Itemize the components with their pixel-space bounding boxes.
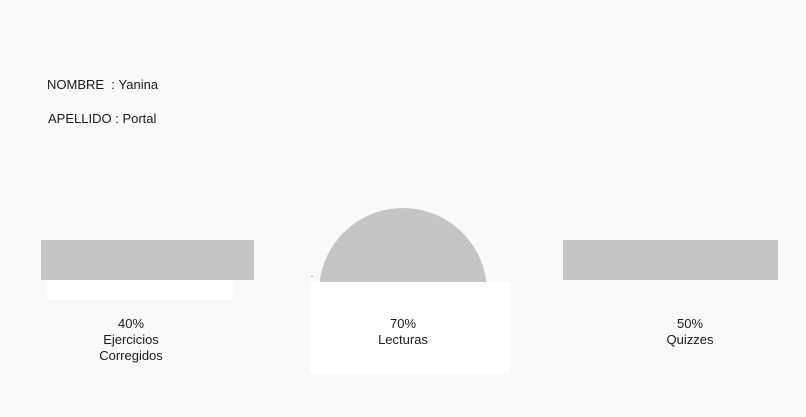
nombre-separator: : xyxy=(111,77,119,92)
nombre-label: NOMBRE xyxy=(47,77,112,92)
ejercicios-label-line2: Corregidos xyxy=(99,348,163,363)
ejercicios-percent: 40% xyxy=(117,316,145,331)
quizzes-stat: 50% Quizzes xyxy=(630,316,750,348)
ejercicios-stat: 40% Ejercicios Corregidos xyxy=(71,316,191,364)
apellido-separator: : xyxy=(115,111,123,126)
nombre-value: Yanina xyxy=(118,77,159,92)
gauge-marker xyxy=(311,276,313,277)
lecturas-stat: 70% Lecturas xyxy=(343,316,463,348)
lecturas-card xyxy=(310,282,510,373)
quizzes-label: Quizzes xyxy=(666,332,714,347)
lecturas-gauge xyxy=(319,208,487,292)
quizzes-percent: 50% xyxy=(676,316,704,331)
ejercicios-bar-base xyxy=(47,280,233,300)
ejercicios-progress-bar xyxy=(41,240,254,280)
ejercicios-label-line1: Ejercicios xyxy=(103,332,159,347)
lecturas-label: Lecturas xyxy=(378,332,428,347)
apellido-value: Portal xyxy=(122,111,157,126)
apellido-row: APELLIDO : Portal xyxy=(48,111,156,127)
lecturas-percent: 70% xyxy=(389,316,417,331)
nombre-row: NOMBRE : Yanina xyxy=(47,77,158,93)
apellido-label: APELLIDO xyxy=(48,111,116,126)
quizzes-progress-bar xyxy=(563,240,778,280)
